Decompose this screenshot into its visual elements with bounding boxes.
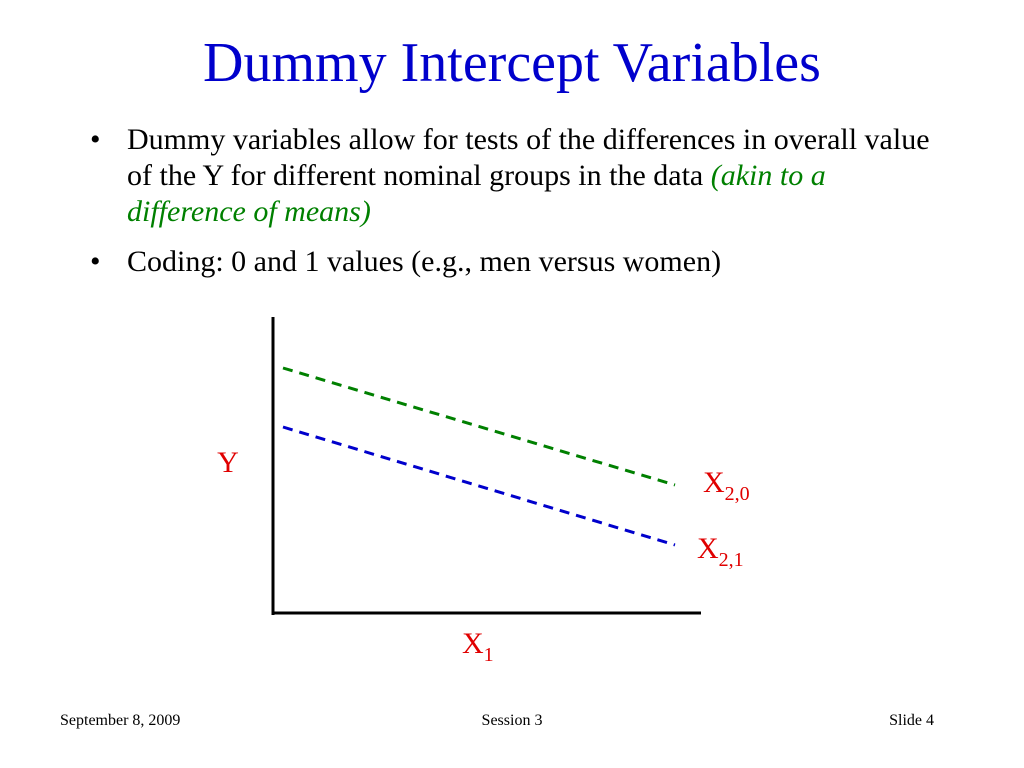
label-sub: 2,1 (719, 549, 744, 571)
bullet-emphasis: (akin to a difference of means) (127, 159, 826, 228)
group-line (282, 425, 676, 547)
bullet: Coding: 0 and 1 values (e.g., men versus… (90, 244, 940, 280)
y-label: Y (217, 446, 239, 479)
bullet-text: Coding: 0 and 1 values (e.g., men versus… (127, 245, 722, 278)
line-label: X2,0 (703, 466, 750, 505)
line-label: X2,1 (697, 532, 744, 571)
footer-slide: Slide 4 (889, 712, 934, 729)
label-sub: 2,0 (725, 483, 750, 505)
x-label: X1 (462, 627, 494, 666)
slide-title: Dummy Intercept Variables (203, 32, 821, 94)
group-line (282, 366, 676, 487)
label-base: X (462, 627, 484, 660)
footer-date: September 8, 2009 (60, 712, 181, 729)
label-base: X (697, 532, 719, 565)
label-sub: 1 (484, 644, 494, 666)
bullet: Dummy variables allow for tests of the d… (90, 122, 940, 230)
bullet-list: Dummy variables allow for tests of the d… (90, 122, 940, 294)
label-base: X (703, 466, 725, 499)
footer-session: Session 3 (481, 712, 543, 729)
bullet-text: Dummy variables allow for tests of the d… (127, 123, 930, 192)
